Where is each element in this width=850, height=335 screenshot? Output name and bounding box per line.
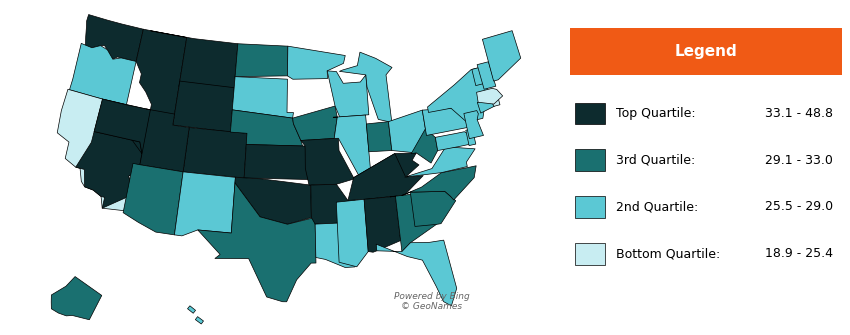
FancyBboxPatch shape (575, 196, 605, 218)
FancyBboxPatch shape (570, 28, 842, 75)
Text: Top Quartile:: Top Quartile: (615, 107, 695, 120)
Polygon shape (188, 306, 196, 313)
Text: Powered by Bing
© GeoNames: Powered by Bing © GeoNames (394, 292, 470, 311)
Text: 29.1 - 33.0: 29.1 - 33.0 (765, 154, 833, 167)
Text: Bottom Quartile:: Bottom Quartile: (615, 247, 720, 260)
Text: 2nd Quartile:: 2nd Quartile: (615, 200, 698, 213)
Text: 33.1 - 48.8: 33.1 - 48.8 (765, 107, 833, 120)
FancyBboxPatch shape (575, 103, 605, 125)
Polygon shape (196, 317, 203, 324)
Text: Legend: Legend (674, 44, 737, 59)
FancyBboxPatch shape (575, 149, 605, 171)
Polygon shape (51, 277, 102, 320)
FancyBboxPatch shape (575, 243, 605, 265)
Text: 3rd Quartile:: 3rd Quartile: (615, 154, 695, 167)
Text: 18.9 - 25.4: 18.9 - 25.4 (765, 247, 833, 260)
Text: 25.5 - 29.0: 25.5 - 29.0 (765, 200, 834, 213)
